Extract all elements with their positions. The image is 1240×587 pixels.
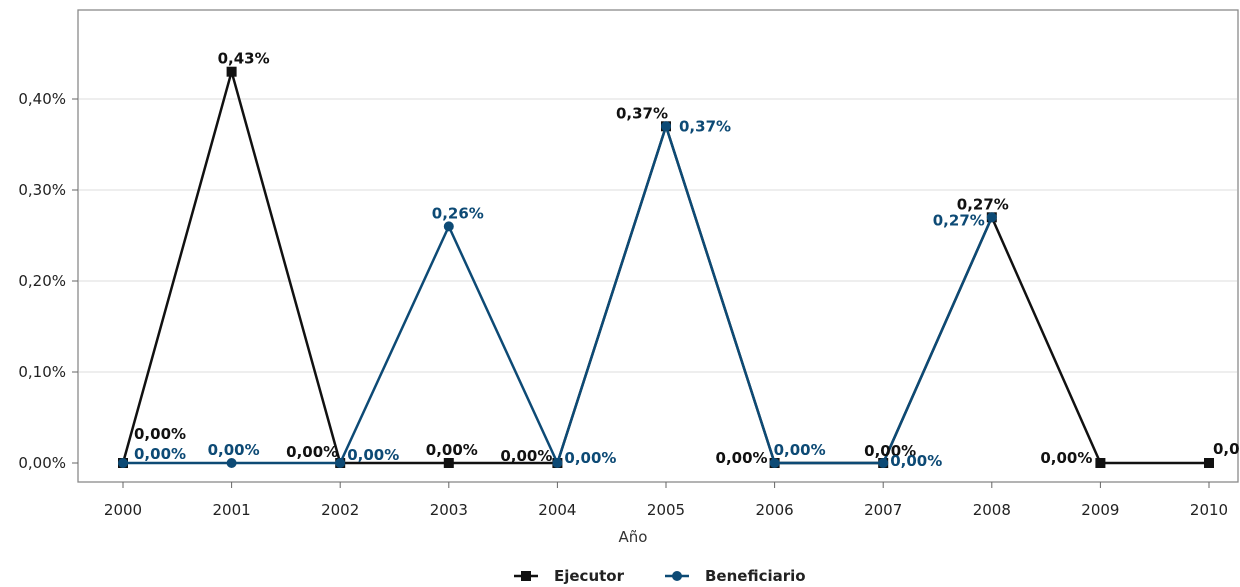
- x-tick-label: 2009: [1081, 501, 1119, 519]
- x-axis-title: Año: [619, 528, 648, 546]
- legend-label-ejecutor: Ejecutor: [554, 567, 625, 585]
- legend-item-beneficiario: Beneficiario: [665, 567, 806, 585]
- point-beneficiario: [226, 458, 237, 468]
- x-axis-ticks: 2000 2001 2002 2003 2004 2005 2006 2007 2008 2009…: [104, 482, 1228, 519]
- y-tick-label: 0,30%: [18, 181, 66, 199]
- data-label-ejecutor: 0,00%: [286, 443, 338, 461]
- x-tick-label: 2007: [864, 501, 902, 519]
- data-label-ejecutor: 0,00%: [1213, 440, 1240, 458]
- data-label-beneficiario: 0,26%: [432, 204, 484, 222]
- data-label-ejecutor: 0,00%: [1040, 449, 1092, 467]
- legend-marker-ejecutor: [521, 571, 531, 581]
- point-ejecutor: [1204, 458, 1214, 468]
- point-beneficiario: [443, 221, 454, 232]
- x-tick-label: 2005: [647, 501, 685, 519]
- plot-area: [77, 9, 1239, 483]
- data-label-beneficiario: 0,37%: [679, 117, 731, 135]
- data-label-beneficiario: 0,27%: [933, 211, 985, 229]
- data-label-ejecutor: 0,00%: [864, 442, 916, 460]
- x-tick-label: 2001: [213, 501, 251, 519]
- point-ejecutor: [1095, 458, 1106, 468]
- x-tick-label: 2003: [430, 501, 468, 519]
- data-label-ejecutor: 0,00%: [716, 449, 768, 467]
- point-beneficiario: [769, 458, 780, 468]
- y-tick-label: 0,40%: [18, 90, 66, 108]
- x-tick-label: 2000: [104, 501, 142, 519]
- x-tick-label: 2008: [973, 501, 1011, 519]
- data-label-ejecutor: 0,43%: [218, 50, 270, 68]
- x-tick-label: 2004: [538, 501, 576, 519]
- x-tick-label: 2006: [756, 501, 794, 519]
- x-tick-label: 2010: [1190, 501, 1228, 519]
- y-tick-label: 0,10%: [18, 363, 66, 381]
- x-tick-label: 2002: [321, 501, 359, 519]
- legend-marker-beneficiario: [672, 571, 682, 581]
- point-ejecutor: [226, 66, 237, 77]
- point-beneficiario: [878, 458, 889, 468]
- data-label-ejecutor: 0,00%: [500, 447, 552, 465]
- point-ejecutor: [443, 458, 454, 468]
- data-label-beneficiario: 0,00%: [347, 446, 399, 464]
- legend-item-ejecutor: Ejecutor: [514, 567, 625, 585]
- point-beneficiario: [661, 121, 671, 132]
- data-label-beneficiario: 0,00%: [564, 449, 616, 467]
- legend: Ejecutor Beneficiario: [514, 567, 806, 585]
- point-beneficiario: [118, 458, 128, 468]
- y-tick-label: 0,00%: [18, 454, 66, 472]
- point-beneficiario: [552, 458, 563, 468]
- data-label-beneficiario: 0,00%: [208, 441, 260, 459]
- y-axis-ticks: 0,00% 0,10% 0,20% 0,30% 0,40%: [18, 90, 78, 472]
- point-beneficiario: [986, 212, 997, 223]
- gridlines: [79, 98, 1237, 373]
- data-labels: 0,00%0,43%0,00% 0,00% 0,00%0,37%0,00% 0,00%…: [134, 50, 1240, 470]
- data-label-beneficiario: 0,00%: [774, 441, 826, 459]
- data-label-beneficiario: 0,00%: [134, 445, 186, 463]
- data-label-ejecutor: 0,37%: [616, 104, 668, 122]
- data-label-ejecutor: 0,00%: [426, 441, 478, 459]
- data-label-ejecutor: 0,27%: [957, 195, 1009, 213]
- series-layer: [118, 66, 1214, 468]
- legend-label-beneficiario: Beneficiario: [705, 567, 806, 585]
- y-tick-label: 0,20%: [18, 272, 66, 290]
- point-beneficiario: [335, 458, 346, 468]
- data-label-beneficiario: 0,00%: [890, 452, 942, 470]
- data-label-ejecutor: 0,00%: [134, 425, 186, 443]
